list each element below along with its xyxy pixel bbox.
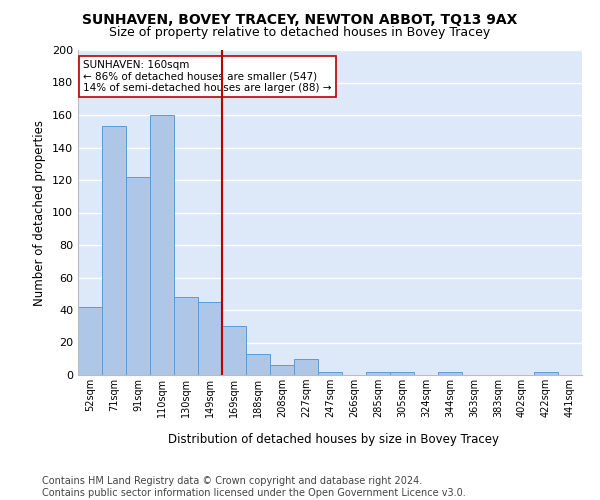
Bar (78, 306, 102, 375)
Bar (534, 372, 558, 375)
Text: Contains HM Land Registry data © Crown copyright and database right 2024.
Contai: Contains HM Land Registry data © Crown c… (42, 476, 466, 498)
Text: SUNHAVEN: 160sqm
← 86% of detached houses are smaller (547)
14% of semi-detached: SUNHAVEN: 160sqm ← 86% of detached house… (83, 60, 332, 93)
Bar (390, 372, 414, 375)
Bar (294, 359, 318, 375)
Bar (150, 115, 174, 375)
Bar (174, 297, 198, 375)
Bar (198, 302, 222, 375)
Text: SUNHAVEN, BOVEY TRACEY, NEWTON ABBOT, TQ13 9AX: SUNHAVEN, BOVEY TRACEY, NEWTON ABBOT, TQ… (82, 12, 518, 26)
Bar (126, 177, 150, 375)
Bar (366, 372, 390, 375)
Bar (318, 372, 342, 375)
Bar (222, 326, 246, 375)
Text: Distribution of detached houses by size in Bovey Tracey: Distribution of detached houses by size … (167, 432, 499, 446)
Text: Size of property relative to detached houses in Bovey Tracey: Size of property relative to detached ho… (109, 26, 491, 39)
Bar (438, 372, 462, 375)
Y-axis label: Number of detached properties: Number of detached properties (34, 120, 46, 306)
Bar (102, 126, 126, 375)
Bar (270, 365, 294, 375)
Bar (246, 354, 270, 375)
